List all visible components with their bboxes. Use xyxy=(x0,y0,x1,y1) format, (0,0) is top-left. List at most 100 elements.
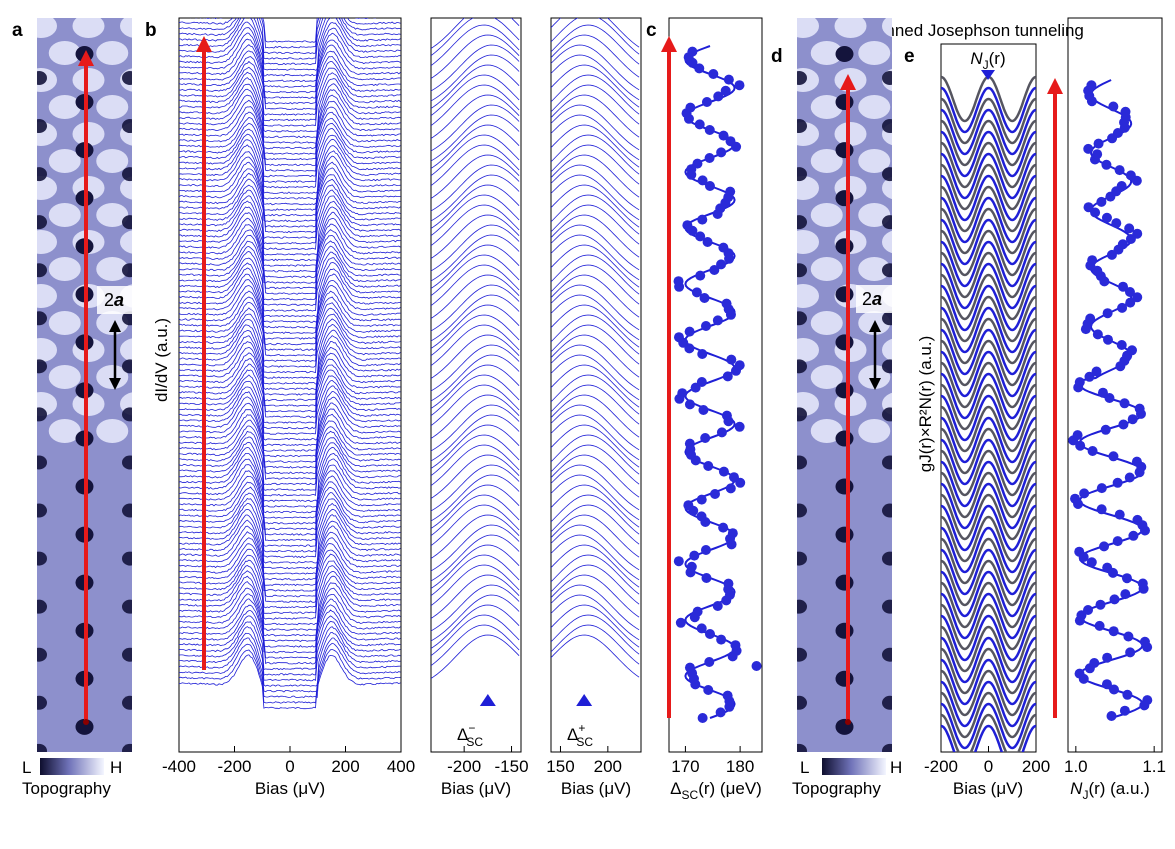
spectrum-curve xyxy=(179,620,401,676)
peak-label-e: NJ(r) xyxy=(970,49,1005,72)
spectrum-curve xyxy=(179,71,401,127)
x-tick-label: 200 xyxy=(331,757,359,776)
zoom-spectrum-curve xyxy=(431,44,520,92)
josephson-curve xyxy=(941,669,1036,717)
zoom-spectrum-curve xyxy=(551,44,640,91)
gap-marker-pos xyxy=(576,694,593,706)
gap-point xyxy=(697,349,708,359)
topo-dark-atom xyxy=(882,743,892,752)
zoom-spectrum-curve xyxy=(551,564,640,605)
gap-point xyxy=(715,707,726,718)
gap-point xyxy=(726,354,737,365)
josephson-curve xyxy=(941,526,1036,574)
nj-point xyxy=(1079,488,1090,499)
gap-point xyxy=(704,125,715,135)
zoom-spectrum-curve xyxy=(551,284,640,331)
gap-label-pos: Δ+ SC xyxy=(567,721,593,749)
topo-dark-atom xyxy=(797,503,807,518)
nj-point xyxy=(1101,159,1112,170)
colorbar-low-a: L xyxy=(22,758,31,777)
ylabel-e: gJ(r)×R²N(r) (a.u.) xyxy=(916,336,935,472)
zoom-spectrum-curve xyxy=(551,84,640,125)
zoom-spectrum-curve xyxy=(551,154,640,198)
period-badge-d xyxy=(856,285,892,313)
spectrum-curve xyxy=(179,178,401,234)
xaxis-e: -200 0 200 xyxy=(924,746,1050,776)
zoom-spectrum-curve xyxy=(551,444,640,485)
zoom-spectrum-curve xyxy=(551,464,640,511)
topo-dark-atom xyxy=(882,695,892,710)
frame-b-pos xyxy=(550,17,642,753)
topo-dark-atom xyxy=(122,71,132,85)
zoom-spectrum-curve xyxy=(431,224,520,272)
gap-point xyxy=(718,130,729,141)
zoom-spectrum-curve xyxy=(551,324,640,365)
spectrum-curve xyxy=(179,279,401,335)
spectrum-curve xyxy=(179,83,401,139)
gap-point xyxy=(723,74,734,85)
gap-point xyxy=(696,511,707,522)
gap-point xyxy=(687,46,698,57)
nj-point xyxy=(1100,424,1111,435)
topo-dark-atom xyxy=(37,311,47,326)
gap-point xyxy=(721,298,732,309)
gap-point xyxy=(716,259,727,270)
xlabel-c: ΔSC(r) (μeV) xyxy=(670,779,762,802)
zoom-spectrum-curve xyxy=(431,394,520,439)
josephson-curve xyxy=(941,141,1036,189)
nj-point xyxy=(1072,430,1083,441)
spectrum-curve xyxy=(179,189,401,245)
figure-title: Scanned Josephson tunneling xyxy=(856,21,1084,40)
nj-point xyxy=(1127,414,1138,425)
gap-point xyxy=(734,421,745,432)
gap-point xyxy=(685,102,696,113)
josephson-curve xyxy=(941,152,1036,200)
spectrum-curve xyxy=(179,649,401,704)
topo-dark-atom xyxy=(835,670,854,687)
topo-bright-spot xyxy=(72,18,105,38)
zoom-spectrum-curve xyxy=(431,444,520,487)
zoom-spectrum-curve xyxy=(431,18,520,49)
josephson-curve xyxy=(941,603,1036,651)
nj-point xyxy=(1132,228,1143,239)
zoom-spectrum-curve xyxy=(431,134,520,177)
zoom-spectrum-curve xyxy=(551,544,640,588)
gap-point xyxy=(712,601,723,611)
zoom-spectrum-curve xyxy=(551,254,640,295)
topo-bright-spot xyxy=(882,230,892,254)
spectrum-curve xyxy=(190,18,385,43)
period-label-d: 2a xyxy=(862,289,882,309)
spectrum-curve xyxy=(179,133,401,189)
nj-point xyxy=(1074,668,1085,679)
zoom-spectrum-curve xyxy=(431,144,520,187)
spectrum-curve xyxy=(179,335,401,391)
x-tick-label: 180 xyxy=(726,757,754,776)
zoom-spectrum-curve xyxy=(551,594,640,641)
spectrum-curve xyxy=(179,369,401,424)
josephson-curve xyxy=(941,361,1036,409)
zoom-spectrum-curve xyxy=(551,24,640,65)
topo-bright-spot xyxy=(1,419,33,443)
topo-bright-spot xyxy=(1,311,33,335)
gap-point xyxy=(704,181,715,191)
spectrum-curve xyxy=(179,352,401,407)
topo-dark-atom xyxy=(37,743,47,752)
zoom-spectrum-curve xyxy=(431,544,520,589)
spectrum-curve xyxy=(179,609,401,665)
josephson-curve xyxy=(941,702,1036,750)
topography-image-d xyxy=(797,18,892,752)
josephson-curve xyxy=(941,614,1036,662)
topo-bright-spot xyxy=(858,149,891,173)
nj-point xyxy=(1132,292,1143,303)
topo-dark-atom xyxy=(37,551,47,566)
spectrum-curve xyxy=(179,502,401,559)
x-tick-label: 1.1 xyxy=(1142,757,1166,776)
spectrum-curve xyxy=(179,200,401,256)
topo-dark-atom xyxy=(122,551,132,566)
spectrum-curve xyxy=(179,430,401,486)
nj-point xyxy=(1128,530,1139,541)
period-badge-a xyxy=(97,286,133,314)
spectrum-curve xyxy=(179,18,401,55)
zoom-spectrum-curve xyxy=(431,274,520,319)
topo-dark-atom xyxy=(835,622,854,639)
